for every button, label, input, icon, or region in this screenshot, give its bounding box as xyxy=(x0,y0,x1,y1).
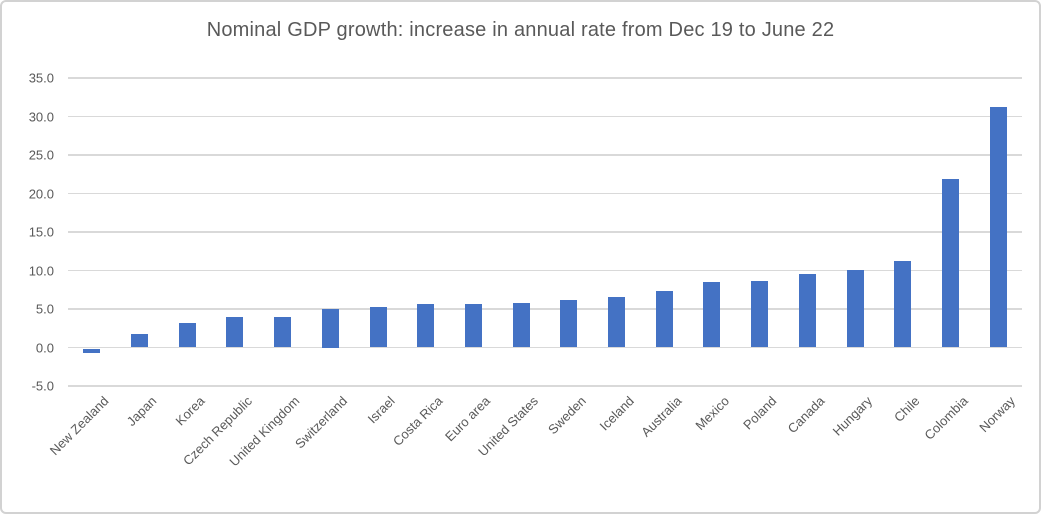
gridline xyxy=(68,77,1022,79)
bar-korea xyxy=(178,322,196,348)
y-tick-label: 10.0 xyxy=(28,263,54,278)
y-tick-label: -5.0 xyxy=(31,378,54,394)
gridline xyxy=(68,192,1022,195)
x-tick-label: Costa Rica xyxy=(390,393,446,449)
x-tick-label: Hungary xyxy=(829,393,875,439)
x-tick-label: Canada xyxy=(784,393,828,437)
y-tick-label: 25.0 xyxy=(28,147,54,163)
bar-norway xyxy=(989,107,1007,348)
bar-costa-rica xyxy=(417,304,435,348)
bar-australia xyxy=(655,290,673,348)
x-tick-label: Norway xyxy=(976,393,1019,436)
x-tick-label: Poland xyxy=(740,393,780,433)
x-tick-label: Colombia xyxy=(920,393,971,443)
y-tick-label: 15.0 xyxy=(28,224,54,240)
gridline xyxy=(68,231,1022,233)
bar-poland xyxy=(751,280,769,348)
bar-iceland xyxy=(608,296,626,348)
gridline xyxy=(68,308,1022,310)
bar-united-kingdom xyxy=(274,317,292,348)
y-tick-label: 30.0 xyxy=(28,109,54,124)
bar-israel xyxy=(369,306,387,348)
x-tick-label: Chile xyxy=(891,393,923,425)
bar-chile xyxy=(894,261,912,348)
y-tick-label: 20.0 xyxy=(28,186,54,201)
x-tick-label: Mexico xyxy=(692,393,732,434)
y-tick-label: 5.0 xyxy=(35,301,54,317)
bar-new-zealand xyxy=(83,348,101,354)
gridline xyxy=(68,154,1022,156)
y-tick-label: 0.0 xyxy=(35,340,54,355)
bar-euro-area xyxy=(464,303,482,348)
gridline xyxy=(68,115,1022,118)
x-tick-label: Japan xyxy=(123,393,160,429)
gridline xyxy=(68,385,1022,387)
bar-switzerland xyxy=(321,309,339,348)
bar-sweden xyxy=(560,299,578,348)
bar-united-states xyxy=(512,302,530,348)
x-tick-label: New Zealand xyxy=(46,393,112,459)
bar-mexico xyxy=(703,282,721,348)
x-tick-label: Iceland xyxy=(596,393,637,434)
y-tick-label: 35.0 xyxy=(28,70,54,86)
bar-colombia xyxy=(941,178,959,348)
gridline xyxy=(68,269,1022,272)
bar-canada xyxy=(798,273,816,348)
bar-czech-republic xyxy=(226,317,244,348)
chart-title: Nominal GDP growth: increase in annual r… xyxy=(206,19,835,41)
x-tick-label: Korea xyxy=(172,393,208,429)
x-tick-label: Australia xyxy=(637,393,685,440)
bar-japan xyxy=(131,334,149,348)
gridline xyxy=(68,346,1022,349)
bar-hungary xyxy=(846,269,864,348)
x-tick-label: Sweden xyxy=(544,393,589,438)
x-tick-label: Israel xyxy=(364,393,398,427)
